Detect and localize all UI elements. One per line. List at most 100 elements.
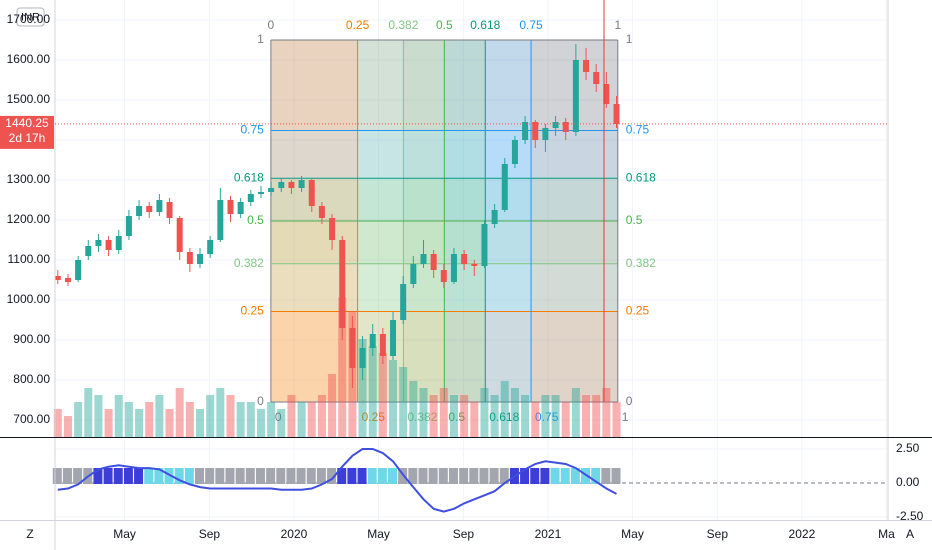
- last-price-box: [0, 115, 54, 149]
- candle-body: [298, 180, 305, 188]
- volume-bar: [226, 395, 235, 437]
- fib-price-label: 0.618: [234, 170, 264, 184]
- volume-bar: [236, 402, 245, 437]
- volume-bar: [175, 388, 184, 437]
- fib-time-label: 0.618: [489, 410, 519, 424]
- volume-bar: [287, 395, 296, 437]
- candle-body: [186, 252, 193, 264]
- squeeze-bar: [215, 468, 225, 484]
- candle-body: [461, 254, 468, 264]
- squeeze-bar: [499, 468, 509, 484]
- squeeze-bar: [520, 468, 530, 484]
- volume-bar: [114, 395, 123, 437]
- x-tick-label: Sep: [453, 527, 475, 541]
- volume-bar: [135, 409, 144, 437]
- squeeze-bar: [195, 468, 205, 484]
- squeeze-bar: [570, 468, 580, 484]
- fib-price-label: 0.75: [241, 123, 265, 137]
- squeeze-bar: [266, 468, 276, 484]
- squeeze-bar: [144, 468, 154, 484]
- fib-price-label: 0.25: [241, 304, 265, 318]
- volume-bar: [246, 402, 255, 437]
- volume-bar: [541, 395, 550, 437]
- volume-bar: [409, 381, 418, 437]
- candle-body: [562, 122, 569, 132]
- candle-body: [237, 202, 244, 214]
- squeeze-bar: [388, 468, 398, 484]
- y-tick-label: 1000.00: [7, 292, 51, 306]
- candle-body: [603, 84, 610, 104]
- squeeze-bar: [93, 468, 103, 484]
- candle-body: [146, 206, 153, 212]
- squeeze-bar: [327, 468, 337, 484]
- volume-bar: [378, 353, 387, 437]
- candle-body: [410, 264, 417, 284]
- currency-box[interactable]: [16, 7, 45, 27]
- fib-price-label: 1: [257, 32, 264, 46]
- fib-time-label: 0.75: [535, 410, 559, 424]
- y-tick-label: 1500.00: [7, 92, 51, 106]
- candle-body: [501, 164, 508, 210]
- squeeze-bar: [205, 468, 215, 484]
- candle-body: [339, 240, 346, 328]
- corner-button[interactable]: Z: [26, 527, 33, 541]
- fib-time-label: 0.618: [470, 18, 500, 32]
- x-tick-label: Sep: [707, 527, 729, 541]
- x-tick-label: 2022: [789, 527, 816, 541]
- squeeze-bar: [428, 468, 438, 484]
- volume-bar: [551, 395, 560, 437]
- candle-body: [85, 246, 92, 256]
- corner-button[interactable]: A: [906, 527, 914, 541]
- volume-bar: [196, 409, 205, 437]
- fib-time-label: 0: [268, 18, 275, 32]
- countdown: 2d 17h: [9, 131, 46, 145]
- candle-body: [390, 320, 397, 356]
- candle-body: [613, 104, 620, 124]
- y2-tick-label: 0.00: [896, 475, 920, 489]
- candle-body: [400, 284, 407, 320]
- volume-bar: [124, 402, 133, 437]
- volume-bar: [561, 402, 570, 437]
- candle-body: [115, 236, 122, 250]
- fib-time-label: 0: [275, 410, 282, 424]
- candle-body: [75, 260, 82, 280]
- squeeze-bar: [408, 468, 418, 484]
- squeeze-bar: [103, 468, 113, 484]
- volume-bar: [145, 402, 154, 437]
- squeeze-bar: [62, 468, 72, 484]
- candle-body: [593, 72, 600, 84]
- volume-bar: [531, 402, 540, 437]
- fib-time-label: 1: [622, 410, 629, 424]
- squeeze-bar: [550, 468, 560, 484]
- volume-bar: [429, 395, 438, 437]
- candle-body: [359, 348, 366, 368]
- volume-bar: [307, 402, 316, 437]
- fib-price-label: 0.5: [626, 213, 643, 227]
- squeeze-bar: [235, 468, 245, 484]
- volume-bar: [389, 360, 398, 437]
- squeeze-bar: [459, 468, 469, 484]
- squeeze-bar: [52, 468, 62, 484]
- y-tick-label: 1600.00: [7, 52, 51, 66]
- fib-time-label: 0.25: [346, 18, 370, 32]
- candle-body: [583, 60, 590, 72]
- x-tick-label: Sep: [199, 527, 221, 541]
- x-tick-label: May: [621, 527, 644, 541]
- squeeze-bar: [245, 468, 255, 484]
- currency: INR: [21, 11, 40, 23]
- squeeze-bar: [377, 468, 387, 484]
- volume-bar: [500, 381, 509, 437]
- volume-bar: [460, 395, 469, 437]
- volume-bar: [267, 402, 276, 437]
- candle-body: [176, 218, 183, 252]
- candle-body: [54, 276, 61, 280]
- candle-body: [247, 194, 254, 202]
- squeeze-bar: [347, 468, 357, 484]
- x-tick-label: May: [367, 527, 390, 541]
- fib-time-label: 0.25: [362, 410, 386, 424]
- y-tick-label: 900.00: [13, 332, 50, 346]
- squeeze-bar: [337, 468, 347, 484]
- candle-body: [288, 182, 295, 188]
- candle-body: [329, 218, 336, 240]
